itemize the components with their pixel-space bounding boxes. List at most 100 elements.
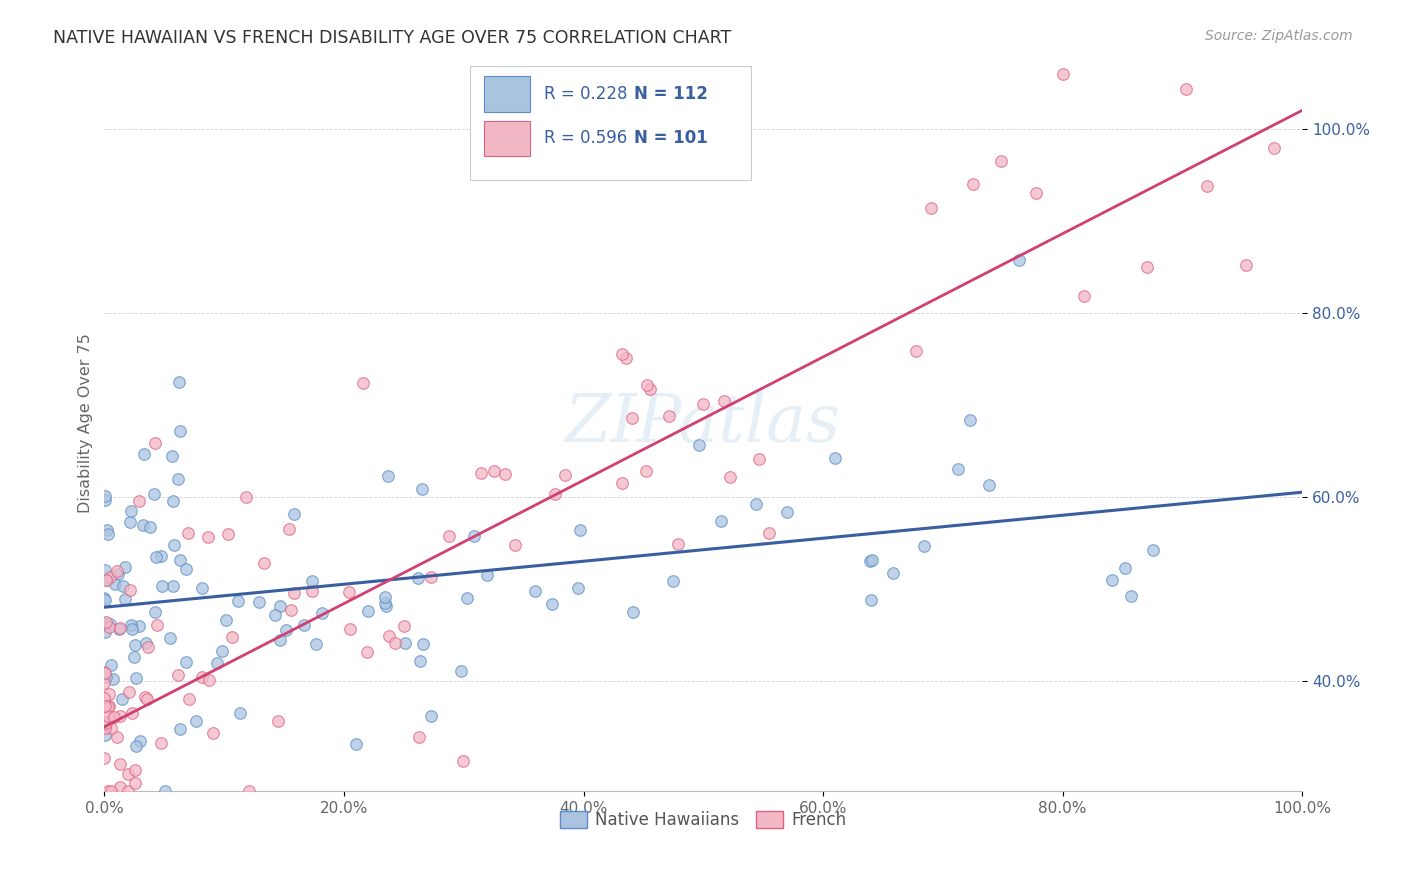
Point	[98, 620, 121, 634]
Point	[450, 664, 472, 678]
Point	[160, 450, 183, 464]
Point	[184, 714, 207, 728]
Point	[882, 566, 904, 580]
Point	[107, 622, 129, 636]
Point	[97, 709, 120, 723]
Text: NATIVE HAWAIIAN VS FRENCH DISABILITY AGE OVER 75 CORRELATION CHART: NATIVE HAWAIIAN VS FRENCH DISABILITY AGE…	[53, 29, 731, 47]
Point	[177, 525, 200, 540]
Point	[959, 413, 981, 427]
Point	[94, 715, 117, 730]
Point	[122, 650, 145, 665]
Point	[132, 517, 155, 532]
Point	[197, 531, 219, 545]
Y-axis label: Disability Age Over 75: Disability Age Over 75	[79, 334, 93, 513]
Point	[125, 671, 148, 685]
Point	[150, 736, 173, 750]
Point	[1197, 179, 1219, 194]
Point	[658, 409, 681, 423]
Point	[108, 756, 131, 771]
Point	[118, 684, 141, 698]
Point	[375, 599, 398, 613]
Point	[638, 382, 661, 396]
Point	[169, 424, 191, 438]
Point	[174, 656, 197, 670]
Point	[1174, 82, 1197, 96]
Point	[124, 638, 146, 652]
Point	[420, 709, 443, 723]
Point	[143, 436, 166, 450]
Point	[128, 494, 150, 508]
Point	[621, 605, 644, 619]
Point	[143, 605, 166, 619]
Point	[124, 763, 146, 777]
Point	[167, 472, 190, 486]
Point	[409, 654, 432, 668]
Point	[392, 618, 415, 632]
Legend: Native Hawaiians, French: Native Hawaiians, French	[554, 805, 853, 836]
Point	[1114, 560, 1136, 574]
Bar	[484, 77, 530, 112]
Point	[129, 733, 152, 747]
Point	[710, 514, 733, 528]
Point	[610, 476, 633, 491]
Point	[990, 153, 1012, 168]
Point	[135, 636, 157, 650]
Point	[394, 636, 416, 650]
Point	[378, 629, 401, 643]
Point	[94, 728, 117, 742]
Point	[150, 579, 173, 593]
Point	[567, 581, 589, 595]
Point	[94, 715, 117, 730]
Point	[177, 691, 200, 706]
Point	[475, 568, 498, 582]
Point	[352, 376, 374, 390]
Point	[301, 583, 323, 598]
Text: N = 112: N = 112	[634, 85, 707, 103]
Point	[93, 676, 115, 690]
Point	[226, 593, 249, 607]
Point	[912, 539, 935, 553]
Text: R = 0.228: R = 0.228	[544, 85, 627, 103]
Point	[356, 645, 378, 659]
Point	[221, 630, 243, 644]
Point	[1073, 288, 1095, 302]
Point	[162, 579, 184, 593]
Point	[121, 622, 143, 636]
Point	[662, 574, 685, 588]
Point	[962, 177, 984, 191]
Point	[150, 549, 173, 563]
Point	[482, 464, 505, 478]
Point	[274, 623, 297, 637]
Point	[451, 755, 474, 769]
Point	[614, 351, 637, 366]
Point	[344, 737, 367, 751]
Point	[718, 469, 741, 483]
Point	[97, 700, 120, 714]
Point	[238, 784, 260, 798]
Point	[979, 478, 1001, 492]
Point	[191, 581, 214, 595]
Point	[108, 709, 131, 723]
Point	[1101, 573, 1123, 587]
Point	[98, 687, 121, 701]
Point	[93, 615, 115, 630]
Point	[167, 375, 190, 389]
Point	[114, 592, 136, 607]
Point	[120, 582, 142, 597]
Point	[860, 553, 883, 567]
Point	[408, 730, 430, 744]
Point	[153, 784, 176, 798]
Point	[128, 619, 150, 633]
Point	[824, 451, 846, 466]
Point	[120, 504, 142, 518]
Point	[98, 617, 121, 632]
Point	[146, 618, 169, 632]
Point	[666, 536, 689, 550]
Point	[1119, 589, 1142, 603]
Point	[745, 497, 768, 511]
Point	[523, 584, 546, 599]
Point	[1008, 253, 1031, 268]
Point	[93, 665, 115, 680]
Text: N = 101: N = 101	[634, 129, 707, 147]
Point	[100, 657, 122, 672]
